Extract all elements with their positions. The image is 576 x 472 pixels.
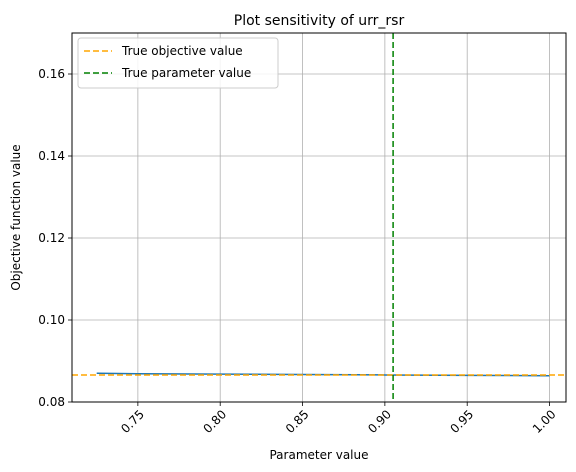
y-tick-label: 0.08 [38, 395, 65, 409]
legend: True objective value True parameter value [77, 37, 279, 89]
x-tick-label: 0.90 [365, 407, 394, 436]
x-axis-title: Parameter value [269, 448, 368, 462]
y-tick-label: 0.12 [38, 231, 65, 245]
x-tick-label: 0.75 [118, 407, 147, 436]
x-tick-label: 0.95 [448, 407, 477, 436]
legend-label: True parameter value [121, 66, 251, 80]
y-tick-label: 0.16 [38, 67, 65, 81]
legend-box [77, 37, 279, 89]
x-tick-label: 0.85 [283, 407, 312, 436]
y-tick-label: 0.10 [38, 313, 65, 327]
y-axis-title: Objective function value [9, 144, 23, 290]
legend-label: True objective value [121, 44, 243, 58]
x-tick-label: 0.80 [201, 407, 230, 436]
plot-frame [71, 32, 567, 403]
chart-title: Plot sensitivity of urr_rsr [234, 13, 405, 29]
y-tick-label: 0.14 [38, 149, 65, 163]
x-tick-label: 1.00 [530, 407, 559, 436]
